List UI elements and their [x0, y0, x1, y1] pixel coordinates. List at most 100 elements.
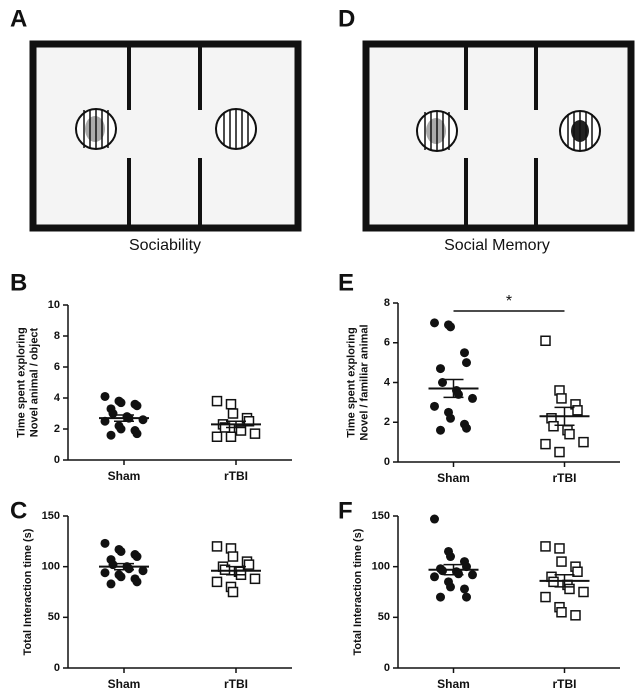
- data-point: [549, 577, 558, 586]
- data-point: [541, 593, 550, 602]
- panel-letter: E: [338, 269, 354, 296]
- data-point: [446, 582, 455, 591]
- data-point: [229, 588, 238, 597]
- y-tick-label: 2: [54, 423, 60, 435]
- data-point: [436, 364, 445, 373]
- y-tick-label: 2: [384, 416, 390, 428]
- data-point: [133, 577, 142, 586]
- x-tick-label: rTBI: [553, 677, 577, 691]
- data-point: [430, 515, 439, 524]
- panel-letter: F: [338, 497, 353, 524]
- y-tick-label: 4: [54, 392, 61, 404]
- data-point: [117, 572, 126, 581]
- panel-letter: A: [10, 5, 27, 32]
- y-tick-label: 4: [384, 376, 391, 388]
- data-point: [229, 552, 238, 561]
- data-point: [101, 392, 110, 401]
- x-tick-label: Sham: [108, 469, 141, 483]
- y-axis-label: Novel / familiar animal: [358, 324, 370, 440]
- y-tick-label: 6: [384, 337, 390, 349]
- y-tick-label: 0: [384, 456, 390, 468]
- y-axis-label: Novel animal / object: [28, 327, 40, 437]
- y-tick-label: 100: [42, 561, 60, 573]
- data-point: [430, 318, 439, 327]
- data-point: [438, 566, 447, 575]
- data-point: [557, 557, 566, 566]
- data-point: [555, 448, 564, 457]
- data-point: [227, 400, 236, 409]
- arena-diagram: [33, 44, 298, 228]
- figure: A D Sociability Social Memory B0246810Ti…: [0, 0, 639, 694]
- y-tick-label: 150: [42, 510, 60, 522]
- y-tick-label: 8: [384, 297, 390, 309]
- data-point: [229, 409, 238, 418]
- data-point: [436, 426, 445, 435]
- y-tick-label: 10: [48, 299, 60, 311]
- data-point: [430, 572, 439, 581]
- panel-letter: B: [10, 269, 27, 296]
- x-tick-label: rTBI: [224, 677, 248, 691]
- y-axis-label: Time spent exploring: [15, 327, 27, 437]
- data-point: [446, 414, 455, 423]
- data-point: [117, 398, 126, 407]
- data-point: [139, 415, 148, 424]
- y-tick-label: 150: [372, 510, 390, 522]
- y-tick-label: 8: [54, 330, 60, 342]
- arena-diagram: [366, 44, 631, 228]
- y-tick-label: 50: [378, 611, 390, 623]
- data-point: [557, 394, 566, 403]
- data-point: [462, 593, 471, 602]
- caption: Social Memory: [444, 237, 550, 254]
- data-point: [213, 577, 222, 586]
- y-tick-label: 0: [54, 454, 60, 466]
- data-point: [541, 542, 550, 551]
- y-axis-label: Time spent exploring: [345, 327, 357, 437]
- y-axis-label: Total Interaction time (s): [22, 528, 34, 655]
- caption: Sociability: [129, 237, 201, 254]
- data-point: [460, 584, 469, 593]
- data-point: [462, 358, 471, 367]
- data-point: [579, 588, 588, 597]
- data-point: [460, 348, 469, 357]
- data-point: [565, 584, 574, 593]
- data-point: [133, 552, 142, 561]
- data-point: [557, 608, 566, 617]
- data-point: [101, 539, 110, 548]
- data-point: [468, 394, 477, 403]
- data-point: [109, 409, 118, 418]
- x-tick-label: rTBI: [224, 469, 248, 483]
- significance-label: *: [506, 293, 512, 310]
- data-point: [213, 397, 222, 406]
- data-point: [109, 560, 118, 569]
- x-tick-label: Sham: [108, 677, 141, 691]
- y-tick-label: 100: [372, 561, 390, 573]
- data-point: [125, 564, 134, 573]
- data-point: [107, 431, 116, 440]
- data-point: [462, 424, 471, 433]
- data-point: [555, 544, 564, 553]
- x-tick-label: Sham: [437, 677, 470, 691]
- y-tick-label: 0: [384, 662, 390, 674]
- data-point: [227, 432, 236, 441]
- data-point: [436, 593, 445, 602]
- data-point: [541, 440, 550, 449]
- x-tick-label: rTBI: [553, 471, 577, 485]
- y-tick-label: 0: [54, 662, 60, 674]
- data-point: [133, 401, 142, 410]
- data-point: [245, 560, 254, 569]
- panel-letter: C: [10, 497, 27, 524]
- data-point: [565, 430, 574, 439]
- data-point: [446, 552, 455, 561]
- data-point: [117, 425, 126, 434]
- x-tick-label: Sham: [437, 471, 470, 485]
- data-point: [446, 322, 455, 331]
- y-tick-label: 50: [48, 611, 60, 623]
- data-point: [251, 574, 260, 583]
- data-point: [468, 570, 477, 579]
- data-point: [541, 336, 550, 345]
- data-point: [133, 429, 142, 438]
- data-point: [213, 542, 222, 551]
- data-point: [213, 432, 222, 441]
- data-point: [579, 438, 588, 447]
- data-point: [549, 422, 558, 431]
